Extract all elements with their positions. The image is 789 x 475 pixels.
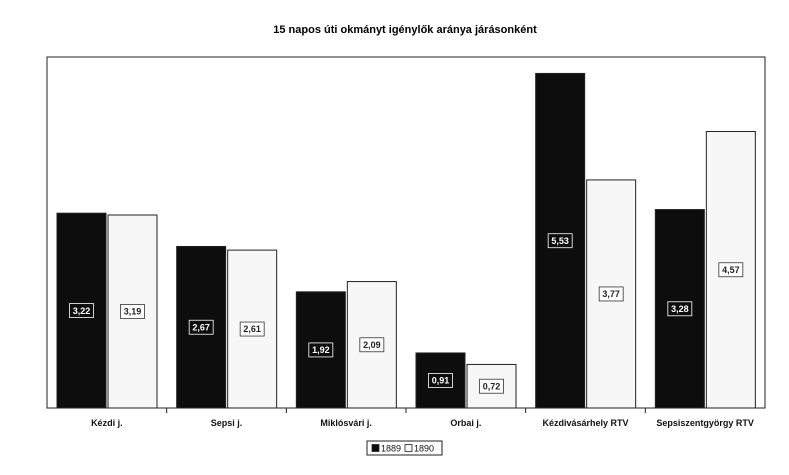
x-axis-ticks: Kézdi j. Sepsi j. Miklósvári j. Orbai j. Kéz… [91, 408, 754, 428]
data-label-box [69, 303, 94, 318]
data-label: 5,53 [551, 236, 569, 246]
x-tick-label: Sepsiszentgyörgy RTV [656, 418, 754, 428]
legend-swatch-1889 [371, 444, 380, 452]
data-label: 3,22 [73, 306, 91, 316]
legend-label: 1890 [414, 444, 434, 454]
data-label: 3,28 [671, 304, 689, 314]
data-label-box [718, 262, 744, 278]
data-label-box [359, 337, 385, 353]
data-label-box [308, 342, 334, 358]
data-label: 0,91 [432, 376, 450, 386]
data-label-box [667, 301, 693, 317]
data-label-box [479, 378, 504, 394]
plot-area [46, 56, 766, 409]
data-label: 1,92 [312, 345, 330, 355]
data-labels: 3,22 3,19 2,67 2,61 1,92 2,09 0,91 0,72 5,53 3,77… [69, 233, 744, 394]
data-label: 4,57 [722, 265, 740, 275]
x-tick-label: Orbai j. [450, 418, 481, 428]
data-label: 0,72 [483, 381, 501, 391]
bar-1889-3 [415, 352, 466, 409]
legend-swatch-1890 [404, 444, 413, 452]
legend: 1889 1890 [366, 440, 443, 456]
data-label-box [239, 321, 265, 337]
x-tick-label: Miklósvári j. [320, 418, 372, 428]
x-tick-label: Sepsi j. [211, 418, 243, 428]
data-label: 2,67 [192, 322, 210, 332]
data-label: 2,61 [243, 324, 261, 334]
data-label: 2,09 [363, 340, 381, 350]
legend-label: 1889 [381, 444, 401, 454]
chart-title: 15 napos úti okmányt igénylők aránya jár… [273, 24, 537, 36]
data-label: 3,19 [124, 307, 142, 317]
legend-frame [366, 440, 443, 456]
data-label: 3,77 [602, 289, 620, 299]
data-label-box [547, 233, 573, 249]
x-tick-label: Kézdivásárhely RTV [542, 418, 628, 428]
data-label-box [188, 319, 214, 335]
data-label-box [428, 373, 453, 388]
x-tick-label: Kézdi j. [91, 418, 123, 428]
data-label-box [598, 286, 624, 302]
data-label-box [120, 304, 145, 319]
